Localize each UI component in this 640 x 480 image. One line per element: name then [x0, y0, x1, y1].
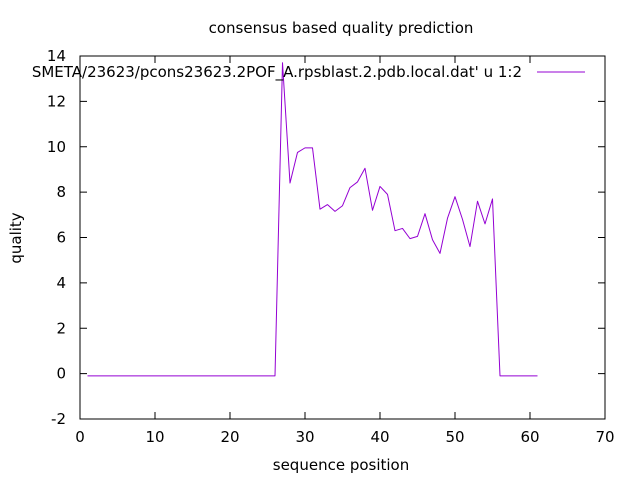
x-tick-label: 60	[520, 428, 539, 446]
y-tick-label: 0	[56, 365, 66, 383]
legend: SMETA/23623/pcons23623.2POF_A.rpsblast.2…	[32, 63, 585, 82]
x-tick-label: 70	[595, 428, 614, 446]
x-tick-label: 30	[295, 428, 314, 446]
y-tick-label: 2	[56, 319, 66, 337]
x-tick-label: 20	[220, 428, 239, 446]
y-axis-ticks: -2 0 2 4 6 8 10 12 14	[47, 47, 605, 428]
chart-title: consensus based quality prediction	[209, 19, 474, 37]
x-tick-label: 40	[370, 428, 389, 446]
x-tick-label: 50	[445, 428, 464, 446]
y-tick-label: 14	[47, 47, 66, 65]
series-line	[87, 62, 538, 377]
y-tick-label: 6	[56, 229, 66, 247]
y-tick-label: 8	[56, 183, 66, 201]
x-tick-label: 10	[145, 428, 164, 446]
x-axis-label: sequence position	[273, 456, 409, 474]
x-axis-ticks: 0 10 20 30 40 50 60 70	[75, 56, 615, 446]
y-tick-label: 12	[47, 92, 66, 110]
y-tick-label: -2	[51, 410, 66, 428]
y-tick-label: 4	[56, 274, 66, 292]
series-layer	[87, 62, 538, 377]
legend-label: SMETA/23623/pcons23623.2POF_A.rpsblast.2…	[32, 63, 522, 82]
y-tick-label: 10	[47, 138, 66, 156]
x-tick-label: 0	[75, 428, 85, 446]
y-axis-label: quality	[7, 212, 25, 263]
plot-frame	[79, 55, 606, 420]
